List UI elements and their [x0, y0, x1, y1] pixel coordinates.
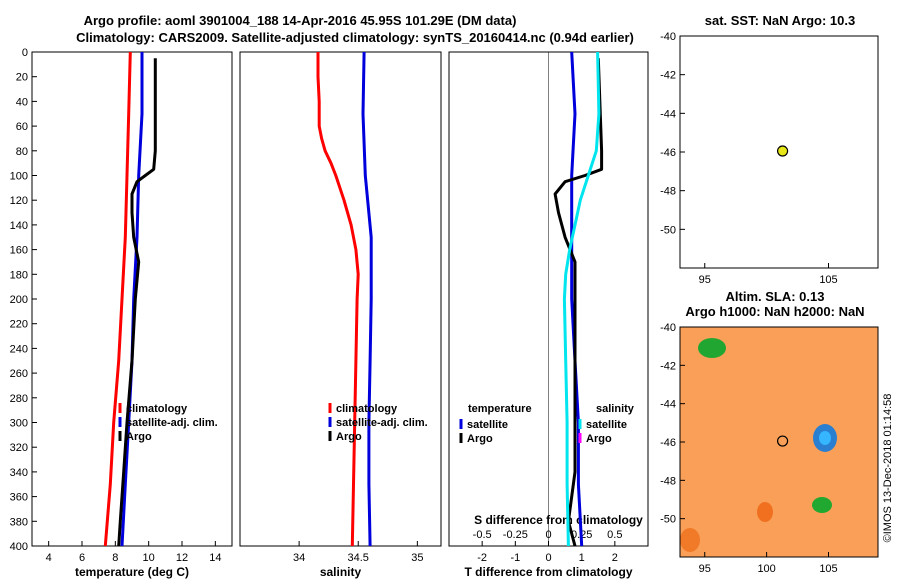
sla-title-line-1: Altim. SLA: 0.13 — [726, 289, 825, 304]
title-line-1: Argo profile: aoml 3901004_188 14-Apr-20… — [84, 13, 517, 28]
lat-tick-label: -40 — [660, 31, 676, 43]
depth-tick-label: 400 — [10, 541, 28, 553]
depth-tick-label: 300 — [10, 418, 28, 430]
temperature-series-satellite-adj-clim- — [120, 52, 144, 547]
depth-tick-label: 60 — [16, 121, 28, 133]
depth-tick-label: 120 — [10, 195, 28, 207]
differences-series-salinity-satellite — [562, 51, 601, 547]
lat-tick-label: -50 — [660, 224, 676, 236]
x-tick-label: 12 — [176, 552, 188, 564]
differences-series-temperature-argo — [553, 58, 604, 547]
x-tick-label: -1 — [510, 552, 520, 564]
depth-tick-label: 40 — [16, 96, 28, 108]
sla-map-panel: Altim. SLA: 0.13 Argo h1000: NaN h2000: … — [660, 289, 879, 575]
legend-item: Argo — [336, 431, 362, 443]
legend-item: Argo — [467, 433, 493, 445]
depth-tick-label: 340 — [10, 467, 28, 479]
sst-map-title: sat. SST: NaN Argo: 10.3 — [705, 13, 856, 28]
temperature-panel: 0 20 40 60 80 100 120 140 160 180 200 220 240 260 280 3… — [10, 47, 233, 579]
argo-position-marker — [776, 435, 789, 447]
x-tick-label: 8 — [112, 552, 118, 564]
legend-item: Argo — [586, 433, 612, 445]
temperature-axes-frame — [31, 51, 233, 547]
sla-anomaly-features — [680, 338, 837, 552]
temperature-x-axis-label: temperature (deg C) — [75, 565, 189, 579]
legend-item: satellite — [586, 419, 627, 431]
sst-map-panel: sat. SST: NaN Argo: 10.3 -40 -42 -44 -46 -48… — [660, 13, 879, 286]
x-tick-label: 10 — [143, 552, 155, 564]
legend-item: satellite-adj. clim. — [336, 417, 428, 429]
x-tick-label: 0 — [545, 552, 551, 564]
depth-tick-label: 0 — [22, 47, 28, 59]
depth-tick-label: 360 — [10, 492, 28, 504]
depth-tick-label: 180 — [10, 269, 28, 281]
depth-tick-label: 80 — [16, 146, 28, 158]
x-tick-label: 34.5 — [348, 552, 369, 564]
legend-item: climatology — [336, 403, 398, 415]
sla-heatmap — [680, 327, 878, 557]
lon-tick-label: 95 — [699, 563, 711, 575]
secondary-x-tick-label: -0.5 — [473, 529, 492, 541]
legend-item: satellite-adj. clim. — [126, 417, 218, 429]
lat-tick-label: -44 — [660, 108, 676, 120]
legend-item: climatology — [126, 403, 188, 415]
sla-title-line-2: Argo h1000: NaN h2000: NaN — [685, 304, 864, 319]
lat-tick-label: -48 — [660, 186, 676, 198]
salinity-axes-frame — [239, 51, 442, 547]
legend-item: satellite — [467, 419, 508, 431]
depth-tick-label: 140 — [10, 220, 28, 232]
differences-series-temperature-satellite — [570, 51, 584, 547]
lon-tick-label: 105 — [819, 274, 837, 286]
depth-tick-label: 160 — [10, 245, 28, 257]
x-tick-label: 4 — [46, 552, 52, 564]
legend-heading-salinity: salinity — [596, 403, 635, 415]
depth-tick-label: 260 — [10, 368, 28, 380]
x-tick-label: 34 — [293, 552, 305, 564]
secondary-x-tick-label: 0.5 — [607, 529, 622, 541]
depth-tick-label: 200 — [10, 294, 28, 306]
x-tick-label: 2 — [612, 552, 618, 564]
x-tick-label: 35 — [411, 552, 423, 564]
legend-heading-temperature: temperature — [468, 403, 532, 415]
temperature-series-climatology — [103, 51, 132, 547]
imos-credit: ©IMOS 13-Dec-2018 01:14:58 — [882, 394, 894, 543]
depth-tick-label: 380 — [10, 516, 28, 528]
salinity-series-climatology — [316, 52, 360, 547]
lat-tick-label: -42 — [660, 360, 676, 372]
salinity-x-axis-label: salinity — [320, 565, 362, 579]
lat-tick-label: -40 — [660, 322, 676, 334]
lat-tick-label: -48 — [660, 475, 676, 487]
depth-tick-label: 320 — [10, 442, 28, 454]
differences-x-axis-label: T difference from climatology — [464, 565, 632, 579]
argo-position-marker — [776, 145, 789, 157]
lat-tick-label: -44 — [660, 399, 676, 411]
legend-item: Argo — [126, 431, 152, 443]
x-tick-label: 14 — [209, 552, 221, 564]
title-line-2: Climatology: CARS2009. Satellite-adjuste… — [76, 30, 634, 45]
depth-tick-label: 280 — [10, 393, 28, 405]
lat-tick-label: -42 — [660, 70, 676, 82]
depth-tick-label: 100 — [10, 171, 28, 183]
salinity-series-satellite-adj-clim- — [361, 51, 373, 547]
salinity-panel: 34 34.5 35 salinity climatology satellite-adj… — [239, 51, 442, 579]
lon-tick-label: 100 — [757, 563, 775, 575]
temperature-series-argo — [117, 58, 157, 547]
secondary-x-axis-label: S difference from climatology — [474, 513, 643, 527]
secondary-x-tick-label: -0.25 — [503, 529, 528, 541]
depth-tick-label: 20 — [16, 72, 28, 84]
depth-tick-label: 240 — [10, 343, 28, 355]
lat-tick-label: -46 — [660, 147, 676, 159]
lat-tick-label: -50 — [660, 514, 676, 526]
difference-panel: -2 -1 0 1 2T difference from climatology S di… — [448, 51, 649, 579]
lat-tick-label: -46 — [660, 437, 676, 449]
x-tick-label: 6 — [79, 552, 85, 564]
x-tick-label: 1 — [579, 552, 585, 564]
lon-tick-label: 95 — [699, 274, 711, 286]
depth-tick-label: 220 — [10, 319, 28, 331]
x-tick-label: -2 — [477, 552, 487, 564]
lon-tick-label: 105 — [819, 563, 837, 575]
